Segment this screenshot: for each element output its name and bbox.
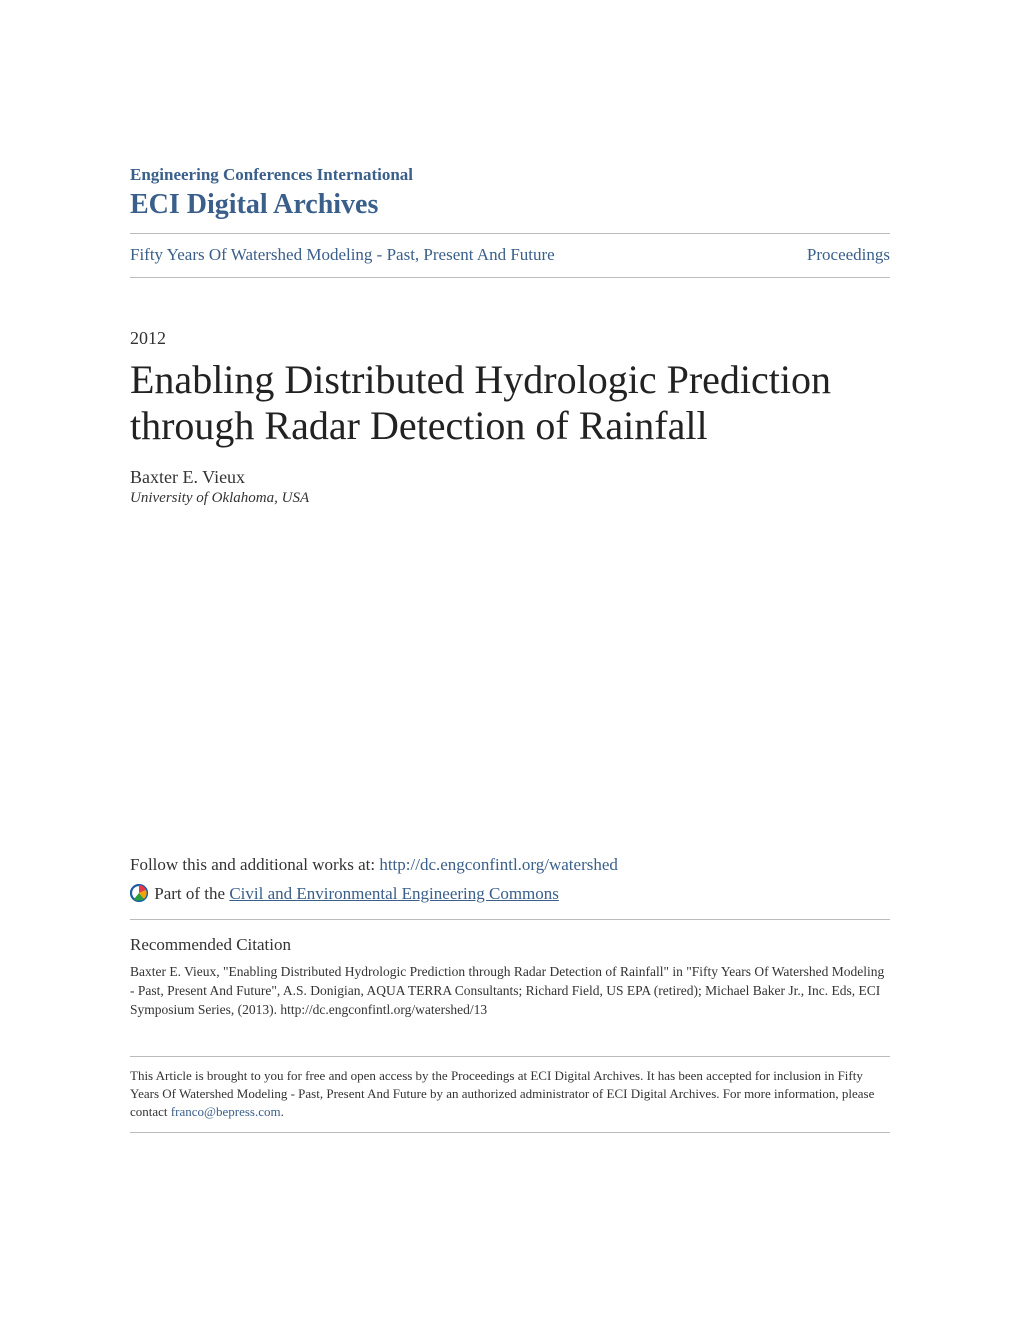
citation-text: Baxter E. Vieux, "Enabling Distributed H… [130, 963, 890, 1020]
header-divider-bottom [130, 277, 890, 278]
organization-link[interactable]: Engineering Conferences International [130, 165, 890, 185]
follow-prefix: Follow this and additional works at: [130, 855, 379, 874]
publication-year: 2012 [130, 328, 890, 349]
commons-line: Part of the Civil and Environmental Engi… [130, 881, 890, 907]
author-affiliation: University of Oklahoma, USA [130, 490, 890, 507]
article-title: Enabling Distributed Hydrologic Predicti… [130, 357, 890, 449]
network-icon [130, 884, 148, 902]
breadcrumb: Fifty Years Of Watershed Modeling - Past… [130, 234, 890, 277]
follow-section: Follow this and additional works at: htt… [130, 852, 890, 1020]
collection-link[interactable]: Fifty Years Of Watershed Modeling - Past… [130, 244, 555, 267]
page-header: Engineering Conferences International EC… [130, 165, 890, 278]
section-text: Proceedings [807, 245, 890, 264]
footer-suffix: . [281, 1104, 284, 1119]
commons-link[interactable]: Civil and Environmental Engineering Comm… [229, 884, 559, 903]
follow-divider [130, 919, 890, 920]
archives-text: ECI Digital Archives [130, 189, 378, 220]
archives-link[interactable]: ECI Digital Archives [130, 189, 890, 221]
citation-heading: Recommended Citation [130, 932, 890, 958]
follow-line: Follow this and additional works at: htt… [130, 852, 890, 878]
follow-url-link[interactable]: http://dc.engconfintl.org/watershed [379, 855, 618, 874]
footer-email-link[interactable]: franco@bepress.com [171, 1104, 281, 1119]
author-name: Baxter E. Vieux [130, 467, 890, 488]
part-prefix: Part of the [150, 884, 229, 903]
section-link[interactable]: Proceedings [807, 245, 890, 265]
organization-text: Engineering Conferences International [130, 165, 413, 184]
collection-text: Fifty Years Of Watershed Modeling - Past… [130, 245, 555, 264]
footer-box: This Article is brought to you for free … [130, 1056, 890, 1133]
